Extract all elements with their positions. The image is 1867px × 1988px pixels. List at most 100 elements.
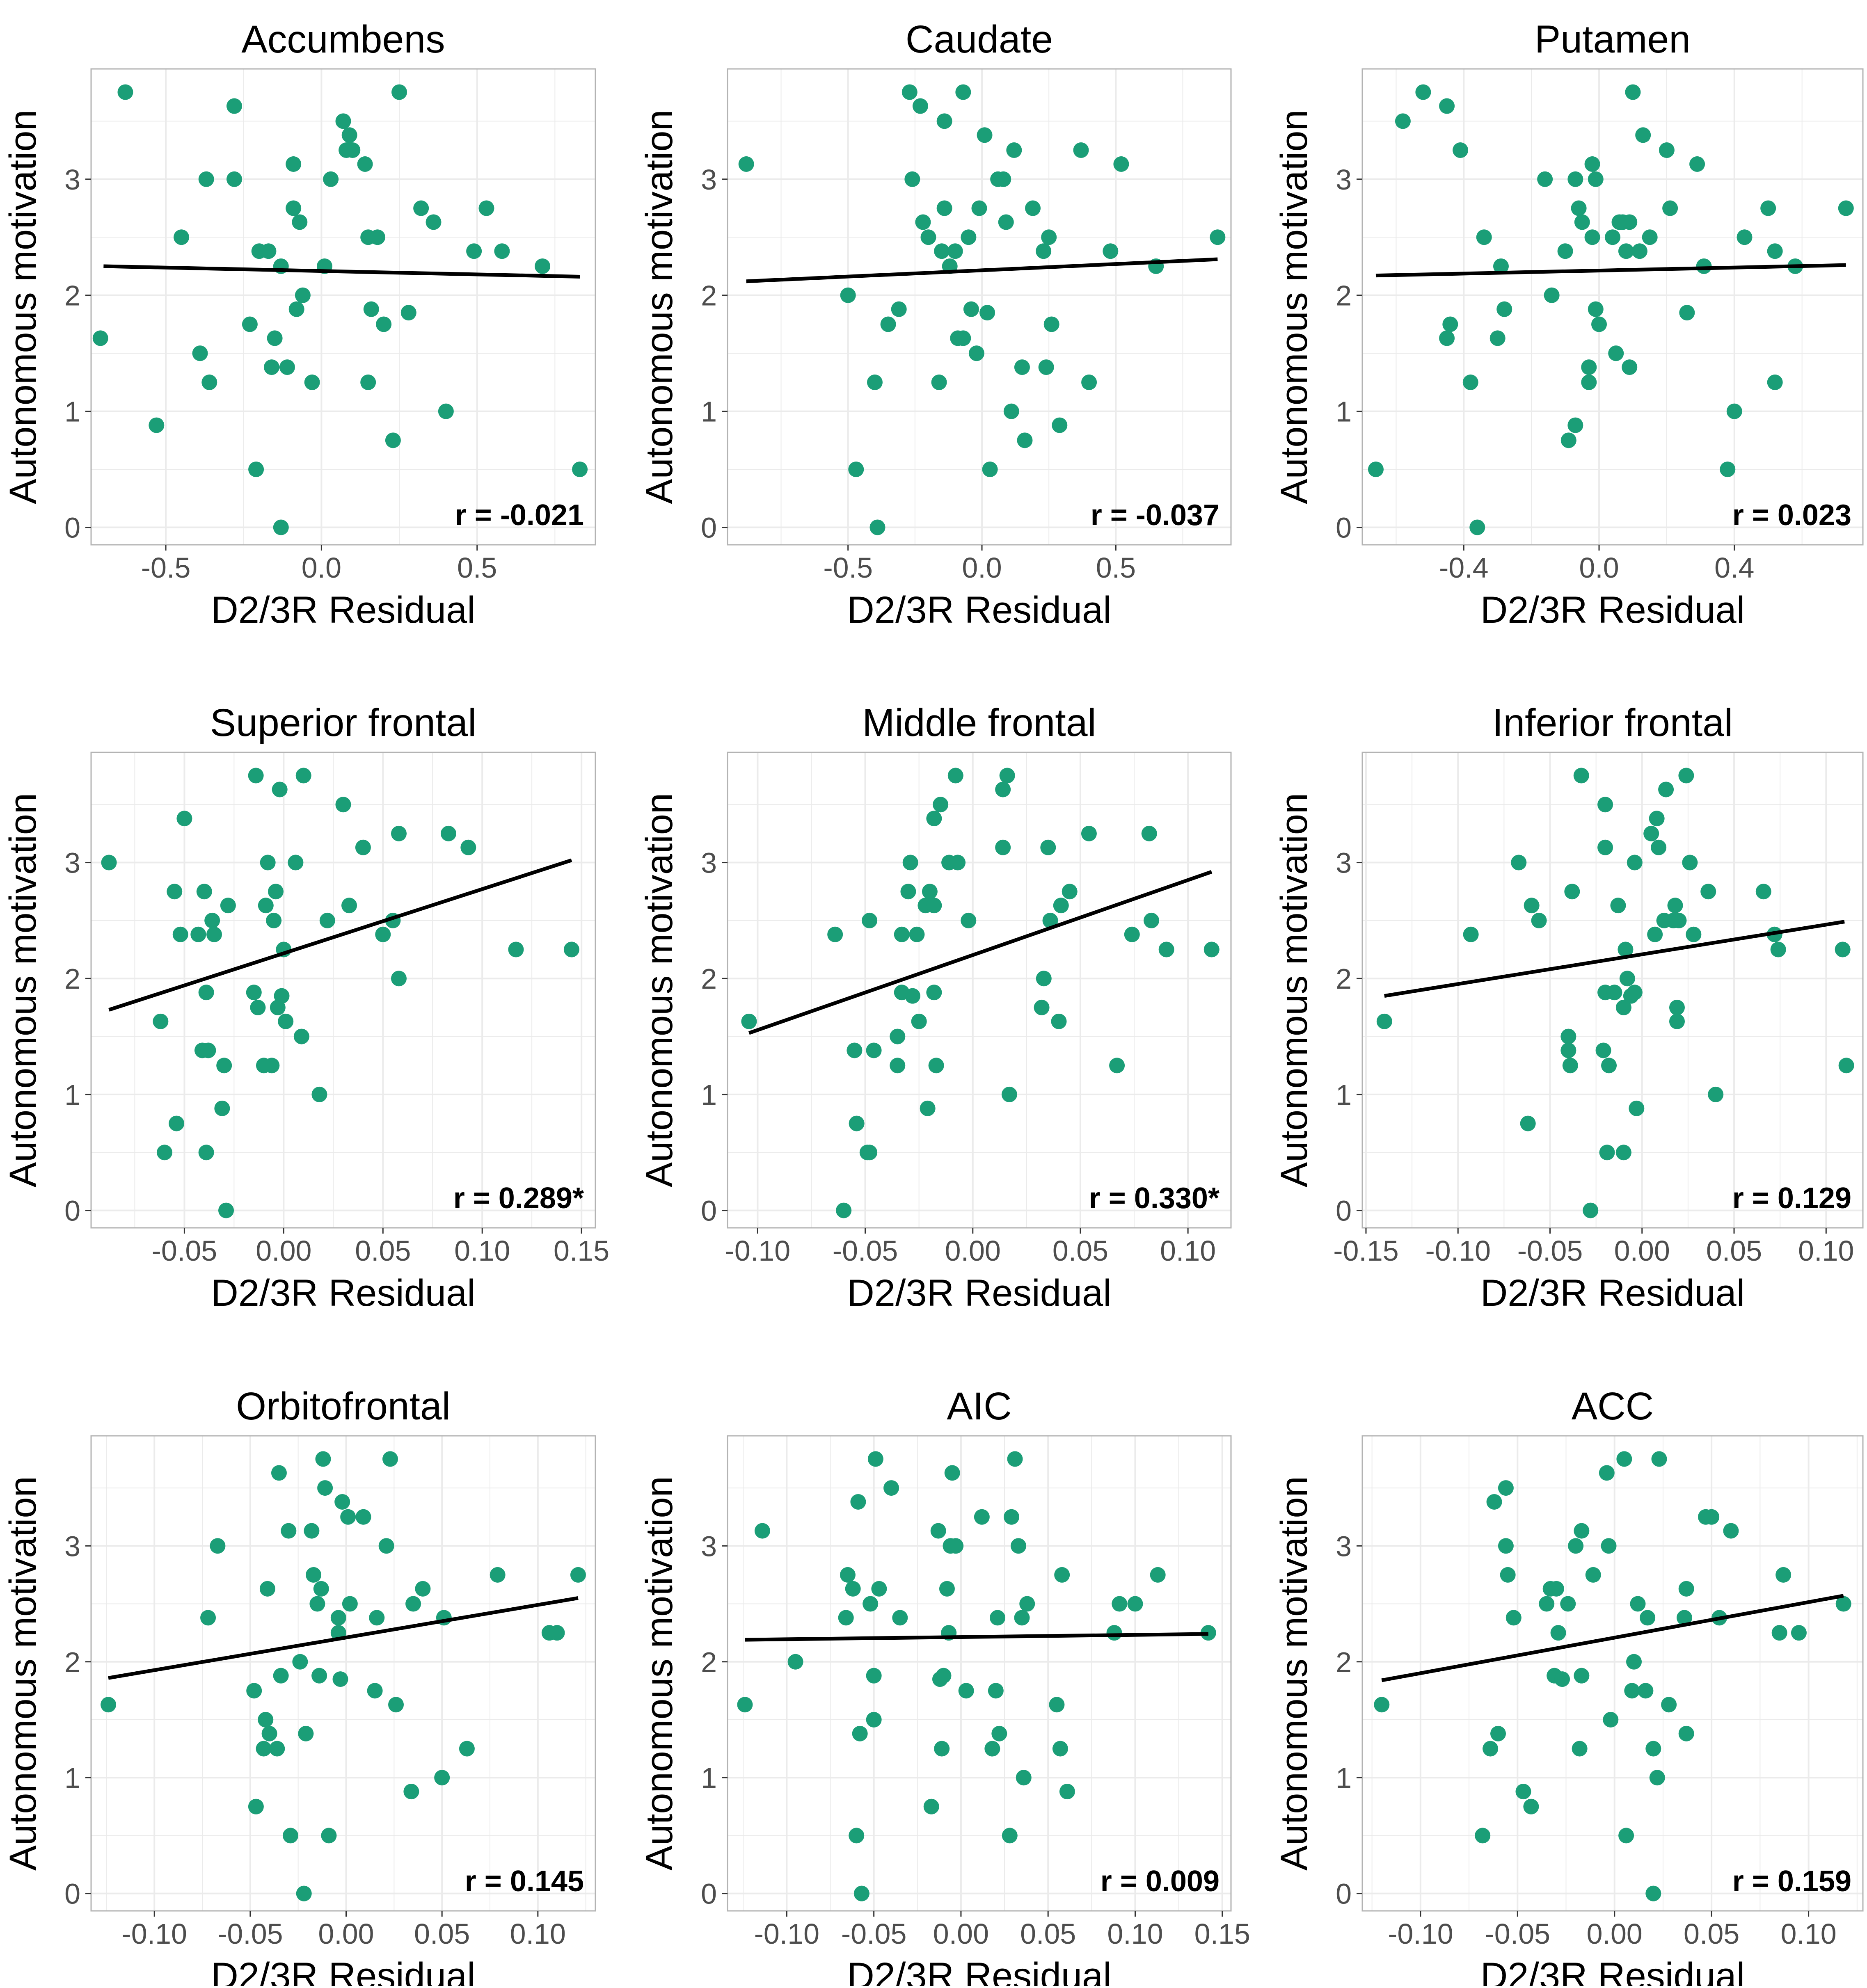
data-point (1469, 519, 1485, 535)
data-point (977, 127, 993, 143)
data-point (274, 988, 290, 1004)
data-point (979, 305, 995, 321)
data-point (1453, 142, 1469, 158)
panel-title: Orbitofrontal (236, 1385, 451, 1428)
data-point (847, 1042, 863, 1058)
data-point (261, 243, 277, 259)
data-point (1737, 229, 1753, 245)
x-tick-label: 0.00 (933, 1918, 989, 1950)
data-point (415, 1581, 431, 1597)
data-point (490, 1567, 506, 1583)
data-point (216, 1058, 232, 1074)
data-point (157, 1145, 173, 1161)
data-point (273, 1668, 289, 1684)
data-point (920, 1100, 936, 1116)
data-point (226, 171, 242, 187)
data-point (1368, 462, 1384, 478)
data-point (936, 1668, 952, 1684)
x-tick-label: -0.15 (1333, 1235, 1399, 1267)
data-point (1770, 941, 1786, 957)
data-point (926, 898, 942, 914)
panel-1: 0 1 2 3 -0.5 0.0 0.5 Accumbens D2/3R Residual Aut… (2, 18, 596, 631)
y-tick-label: 2 (1336, 1646, 1352, 1678)
data-point (400, 305, 416, 321)
data-point (1475, 1828, 1491, 1844)
data-point (1625, 84, 1641, 100)
data-point (1755, 884, 1771, 900)
data-point (1489, 330, 1505, 346)
regression-line (103, 264, 580, 279)
data-point (1051, 1013, 1067, 1029)
data-point (1548, 1581, 1564, 1597)
data-point (974, 1509, 990, 1525)
y-tick-label: 2 (64, 280, 80, 312)
data-point (1791, 1625, 1807, 1641)
x-tick-label: 0.00 (945, 1235, 1001, 1267)
data-point (403, 1784, 419, 1800)
data-point (282, 1828, 298, 1844)
data-point (1141, 825, 1157, 841)
y-tick-label: 0 (1336, 1195, 1352, 1227)
data-point (1054, 1567, 1070, 1583)
x-tick-label: 0.10 (1160, 1235, 1216, 1267)
data-point (936, 200, 952, 216)
data-point (955, 330, 971, 346)
x-tick-label: 0.4 (1714, 552, 1754, 584)
panel-border (90, 68, 596, 546)
data-point (1615, 1145, 1631, 1161)
x-tick-label: 0.0 (1579, 552, 1619, 584)
data-point (894, 926, 910, 942)
data-point (375, 926, 391, 942)
data-point (117, 84, 133, 100)
data-point (1678, 1581, 1694, 1597)
panel-7: 0 1 2 3 -0.10 -0.05 0.00 0.05 0.10 Orbitofrontal D… (2, 1385, 596, 1988)
data-point (867, 374, 883, 390)
x-tick-label: 0.05 (1684, 1918, 1739, 1950)
data-point (278, 1013, 294, 1029)
y-tick-label: 3 (1336, 1530, 1352, 1562)
data-point (754, 1523, 770, 1539)
x-axis-label: D2/3R Residual (847, 589, 1111, 631)
data-point (323, 171, 339, 187)
data-point (1557, 243, 1573, 259)
data-point (891, 301, 907, 317)
data-point (1007, 1451, 1023, 1467)
data-point (1760, 200, 1776, 216)
data-point (478, 200, 494, 216)
correlation-label: r = -0.037 (1091, 499, 1219, 532)
data-point (293, 1028, 309, 1044)
data-point (1679, 305, 1695, 321)
data-point (494, 243, 510, 259)
data-point (1498, 1538, 1514, 1554)
panel-border (1361, 752, 1864, 1229)
data-point (295, 287, 311, 303)
data-point (242, 316, 258, 332)
panel-title: Superior frontal (210, 701, 477, 745)
data-point (1676, 1610, 1692, 1626)
data-point (1158, 941, 1174, 957)
data-point (840, 287, 856, 303)
panel-title: Caudate (906, 18, 1053, 61)
data-point (1515, 1784, 1531, 1800)
data-point (849, 1828, 865, 1844)
data-point (1053, 898, 1069, 914)
data-point (1651, 839, 1667, 855)
data-point (1127, 1596, 1143, 1612)
data-point (890, 1028, 906, 1044)
x-axis-label: D2/3R Residual (847, 1272, 1111, 1314)
data-point (246, 985, 262, 1001)
data-point (1523, 1798, 1539, 1814)
data-point (1073, 142, 1089, 158)
data-point (1662, 200, 1678, 216)
data-point (1767, 243, 1783, 259)
panel-title: AIC (947, 1385, 1011, 1428)
data-point (1531, 912, 1547, 928)
data-point (990, 1610, 1006, 1626)
x-tick-label: -0.10 (1425, 1235, 1491, 1267)
y-tick-label: 3 (701, 1530, 717, 1562)
data-point (248, 462, 264, 478)
data-point (926, 811, 942, 827)
x-axis-label: D2/3R Residual (1480, 1272, 1745, 1314)
data-point (101, 855, 117, 871)
y-tick-label: 1 (1336, 1762, 1352, 1794)
